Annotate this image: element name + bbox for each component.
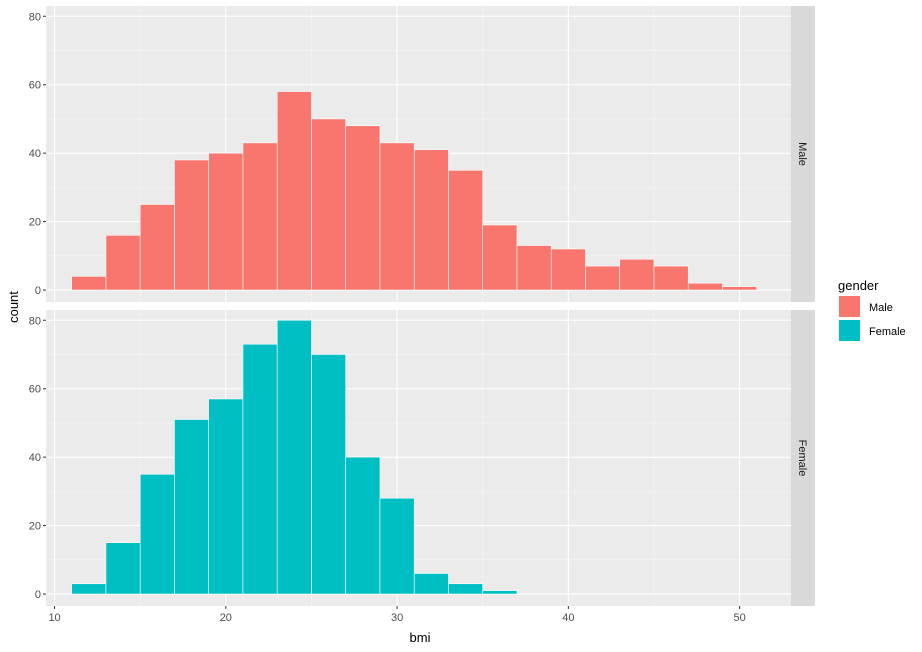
histogram-bar xyxy=(722,286,758,291)
histogram-bar xyxy=(585,265,621,291)
y-axis-title: count xyxy=(6,291,21,323)
legend-key-male xyxy=(839,296,860,317)
histogram-bar xyxy=(174,419,210,595)
facet-strip-label: Male xyxy=(796,142,808,166)
histogram-bar xyxy=(276,91,312,291)
y-tick-label: 80 xyxy=(29,315,41,327)
facet-strip xyxy=(791,310,815,606)
histogram-bar xyxy=(105,542,141,595)
histogram-bar xyxy=(208,398,244,595)
histogram-bar xyxy=(482,590,518,595)
legend-key-female xyxy=(839,320,860,341)
histogram-bar xyxy=(619,258,655,291)
y-tick-label: 20 xyxy=(29,521,41,533)
histogram-bar xyxy=(174,159,210,291)
panel-female: 0 20 40 60 80 Female xyxy=(29,310,815,606)
histogram-bar xyxy=(208,152,244,291)
x-tick-label: 50 xyxy=(733,612,745,624)
legend-label: Female xyxy=(869,326,906,338)
histogram-bar xyxy=(139,473,175,595)
x-tick-label: 20 xyxy=(220,612,232,624)
histogram-bar xyxy=(242,343,278,595)
histogram-bar xyxy=(482,224,518,291)
histogram-bar xyxy=(448,583,484,595)
histogram-bar xyxy=(379,497,415,595)
histogram-bar xyxy=(139,204,175,291)
histogram-bar xyxy=(653,265,689,291)
plot-panels: 0 20 40 60 80 Male 0 20 40 60 80 Female 10 20 30 40 50 xyxy=(29,6,815,624)
histogram-bar xyxy=(105,234,141,291)
facet-strip-label: Female xyxy=(796,440,808,477)
histogram-bar xyxy=(276,319,312,595)
legend-title: gender xyxy=(838,278,879,293)
y-tick-label: 40 xyxy=(29,452,41,464)
y-tick-label: 60 xyxy=(29,384,41,396)
histogram-bar xyxy=(413,573,449,595)
legend: gender Male Female xyxy=(838,278,906,341)
histogram-bar xyxy=(242,142,278,291)
x-axis: 10 20 30 40 50 xyxy=(48,606,746,624)
legend-label: Male xyxy=(869,302,893,314)
histogram-bar xyxy=(345,456,381,595)
x-tick-label: 30 xyxy=(391,612,403,624)
x-tick-label: 10 xyxy=(48,612,60,624)
x-tick-label: 40 xyxy=(562,612,574,624)
y-tick-label: 80 xyxy=(29,11,41,23)
histogram-bar xyxy=(516,245,552,291)
y-tick-label: 0 xyxy=(35,285,41,297)
facet-strip xyxy=(791,6,815,302)
y-tick-label: 0 xyxy=(35,589,41,601)
x-axis-title: bmi xyxy=(410,630,431,645)
histogram-bar xyxy=(550,248,586,291)
histogram-bar xyxy=(71,583,107,595)
histogram-bar xyxy=(413,149,449,291)
histogram-bar xyxy=(311,118,347,291)
histogram-bar xyxy=(687,282,723,291)
histogram-bar xyxy=(311,354,347,595)
histogram-bar xyxy=(71,276,107,291)
histogram-bar xyxy=(379,142,415,291)
histogram-bar xyxy=(345,125,381,291)
histogram-bar xyxy=(448,169,484,291)
y-tick-label: 20 xyxy=(29,217,41,229)
panel-male: 0 20 40 60 80 Male xyxy=(29,6,815,302)
y-tick-label: 40 xyxy=(29,148,41,160)
y-tick-label: 60 xyxy=(29,80,41,92)
